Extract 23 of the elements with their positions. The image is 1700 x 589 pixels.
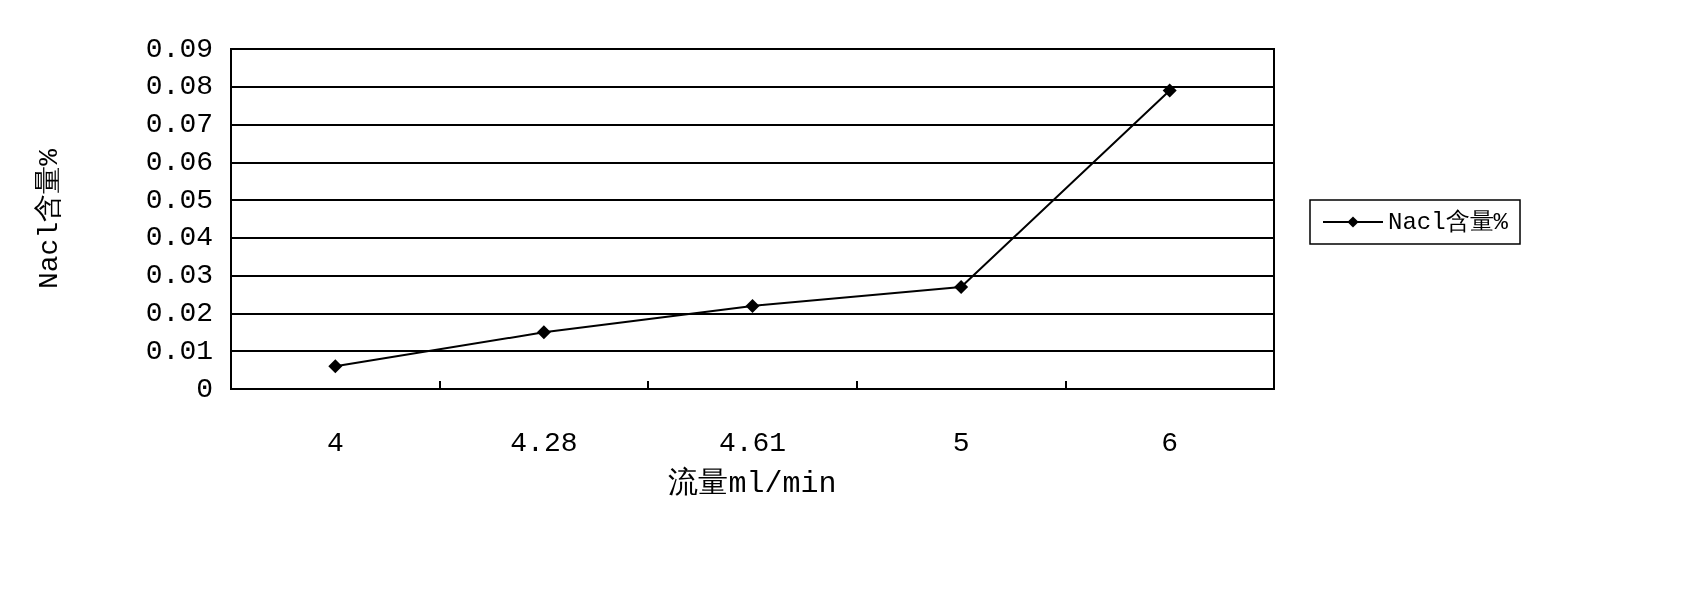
point [745, 298, 760, 313]
y-tick-label: 0 [196, 373, 213, 405]
x-tick-label: 4 [326, 427, 344, 459]
y-axis-title: Nacl含量% [32, 148, 65, 290]
point [1162, 83, 1177, 98]
y-tick-label: 0.08 [145, 71, 213, 103]
x-axis-title: 流量ml/min [668, 466, 837, 501]
point [536, 325, 551, 340]
y-tick-label: 0.07 [145, 109, 213, 141]
y-tick-label: 0.04 [145, 222, 213, 254]
point [328, 359, 343, 374]
y-tick-label: 0.01 [145, 335, 213, 367]
legend-label: Nacl含量% [1388, 208, 1509, 236]
x-tick-label: 5 [952, 427, 970, 459]
y-tick-label: 0.03 [145, 260, 213, 292]
y-tick-label: 0.02 [145, 297, 213, 329]
y-tick-label: 0.05 [145, 184, 213, 216]
x-tick-label: 4.28 [510, 427, 578, 459]
y-tick-label: 0.06 [145, 146, 213, 178]
y-tick-label: 0.09 [145, 33, 213, 65]
x-tick-label: 6 [1161, 427, 1179, 459]
x-tick-label: 4.61 [718, 427, 787, 459]
point [954, 280, 969, 294]
